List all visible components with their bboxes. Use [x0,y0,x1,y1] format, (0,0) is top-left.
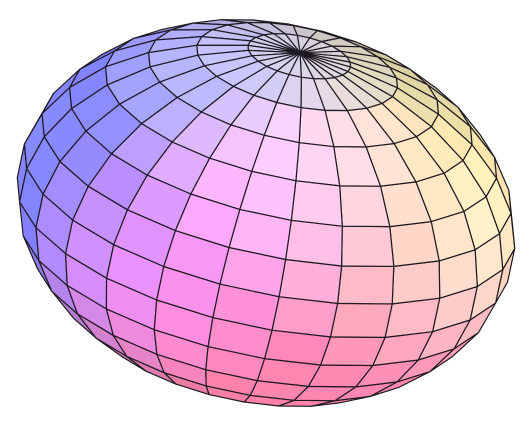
surface-patch [239,170,297,221]
surface-patch [389,221,440,267]
surface-patch [285,219,343,267]
surface-patch [278,258,343,304]
surface-patch [337,265,395,305]
surface-patch [391,260,441,305]
surface-patch [341,225,395,267]
ellipsoid-surface [16,19,516,407]
surface-patch [295,142,341,187]
surface-patch [329,302,393,338]
surface-patch [339,185,391,228]
surface-patch [290,180,343,227]
